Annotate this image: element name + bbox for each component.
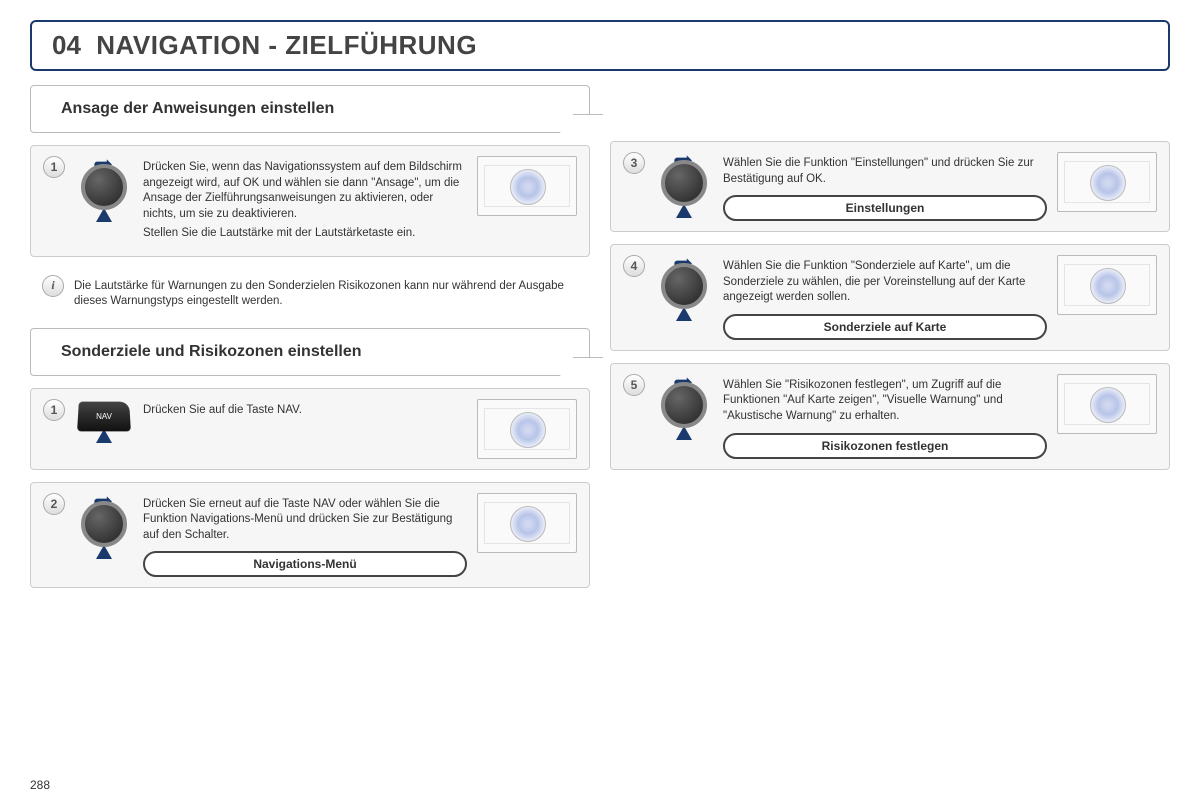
step-1: 1 ➦ Drücken Sie, wenn das Navigationssys… <box>30 145 590 257</box>
dashboard-thumbnail <box>1057 152 1157 212</box>
rotary-dial-icon: ➦ <box>75 156 133 222</box>
step-text: Drücken Sie auf die Taste NAV. <box>143 399 467 419</box>
step-number-badge: 1 <box>43 156 65 178</box>
nav-button-icon: NAV <box>75 399 133 443</box>
nav-key: NAV <box>77 401 131 431</box>
step-number-badge: 2 <box>43 493 65 515</box>
menu-option-pill: Einstellungen <box>723 195 1047 221</box>
step-poi-1: 1 NAV Drücken Sie auf die Taste NAV. <box>30 388 590 470</box>
info-icon: i <box>42 275 64 297</box>
chapter-header: 04 NAVIGATION - ZIELFÜHRUNG <box>30 20 1170 71</box>
menu-option-pill: Navigations-Menü <box>143 551 467 577</box>
right-column: 3 ➦ Wählen Sie die Funktion "Einstellung… <box>610 85 1170 588</box>
dashboard-thumbnail <box>1057 255 1157 315</box>
arrow-up-icon <box>96 545 112 559</box>
section-heading-text: Ansage der Anweisungen einstellen <box>61 100 334 117</box>
step-text: Wählen Sie "Risikozonen festlegen", um Z… <box>723 374 1047 459</box>
rotary-dial-icon: ➦ <box>655 255 713 321</box>
arrow-up-icon <box>676 307 692 321</box>
rotary-dial-icon: ➦ <box>655 152 713 218</box>
step-number-badge: 1 <box>43 399 65 421</box>
step-5: 5 ➦ Wählen Sie "Risikozonen festlegen", … <box>610 363 1170 470</box>
section-heading-poi: Sonderziele und Risikozonen einstellen <box>30 328 590 376</box>
step-number-badge: 5 <box>623 374 645 396</box>
rotary-dial-icon: ➦ <box>75 493 133 559</box>
dashboard-thumbnail <box>477 399 577 459</box>
arrow-up-icon <box>676 204 692 218</box>
info-note: i Die Lautstärke für Warnungen zu den So… <box>30 269 590 316</box>
section-heading-text: Sonderziele und Risikozonen einstellen <box>61 343 362 360</box>
arrow-up-icon <box>676 426 692 440</box>
chapter-title: NAVIGATION - ZIELFÜHRUNG <box>96 30 477 60</box>
step-number-badge: 3 <box>623 152 645 174</box>
dashboard-thumbnail <box>477 156 577 216</box>
step-text: Wählen Sie die Funktion "Sonderziele auf… <box>723 255 1047 340</box>
step-4: 4 ➦ Wählen Sie die Funktion "Sonderziele… <box>610 244 1170 351</box>
step-text: Wählen Sie die Funktion "Einstellungen" … <box>723 152 1047 221</box>
info-text: Die Lautstärke für Warnungen zu den Sond… <box>74 275 578 310</box>
menu-option-pill: Risikozonen festlegen <box>723 433 1047 459</box>
page-number: 288 <box>30 778 50 792</box>
step-3: 3 ➦ Wählen Sie die Funktion "Einstellung… <box>610 141 1170 232</box>
step-text: Drücken Sie, wenn das Navigationssystem … <box>143 156 467 246</box>
dashboard-thumbnail <box>477 493 577 553</box>
chapter-number: 04 <box>52 30 81 60</box>
arrow-up-icon <box>96 208 112 222</box>
dashboard-thumbnail <box>1057 374 1157 434</box>
rotary-dial-icon: ➦ <box>655 374 713 440</box>
section-heading-announcements: Ansage der Anweisungen einstellen <box>30 85 590 133</box>
menu-option-pill: Sonderziele auf Karte <box>723 314 1047 340</box>
step-text: Drücken Sie erneut auf die Taste NAV ode… <box>143 493 467 578</box>
step-number-badge: 4 <box>623 255 645 277</box>
step-poi-2: 2 ➦ Drücken Sie erneut auf die Taste NAV… <box>30 482 590 589</box>
left-column: Ansage der Anweisungen einstellen 1 ➦ Dr… <box>30 85 590 588</box>
